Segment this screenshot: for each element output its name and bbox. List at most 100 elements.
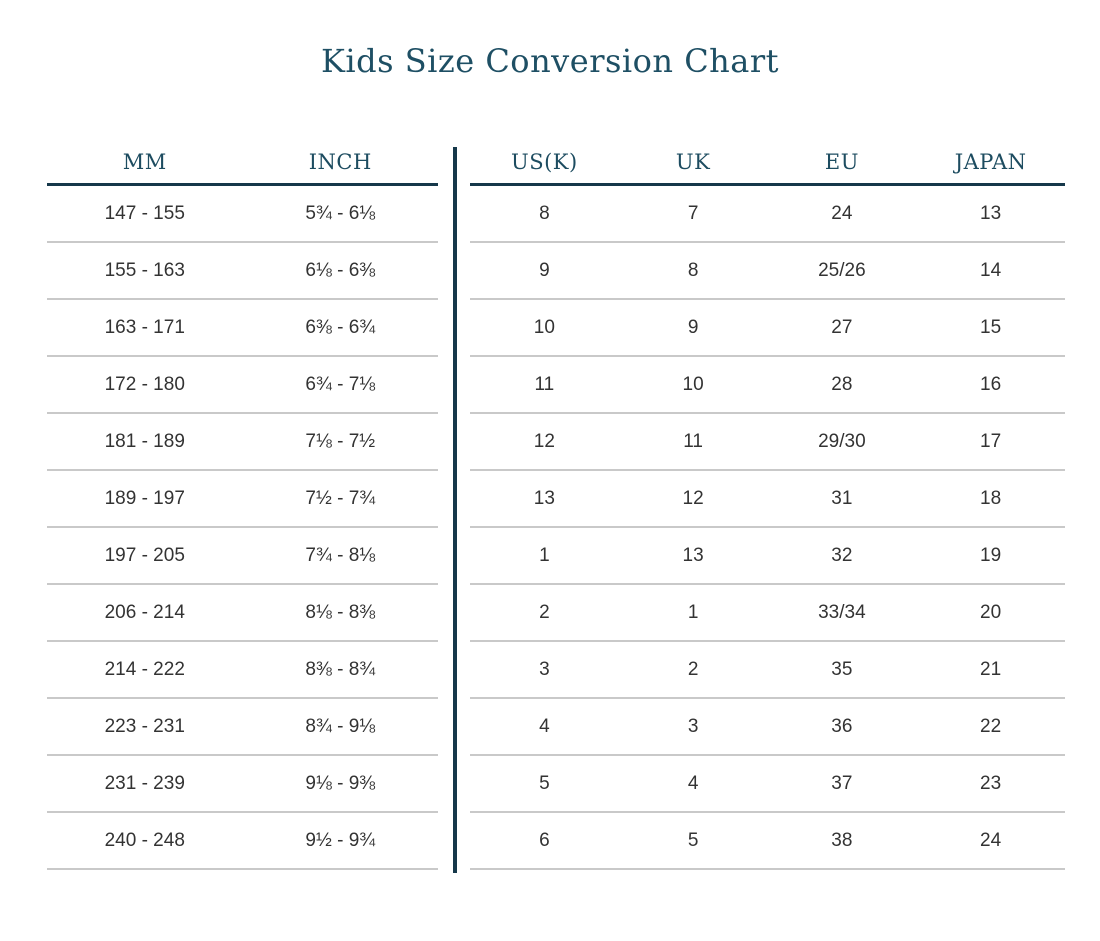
table-cell-japan: 14 — [980, 259, 1002, 281]
table-cell-eu: 31 — [831, 487, 853, 509]
table-cell-us-k: 13 — [533, 487, 555, 509]
table-cell-uk: 8 — [687, 259, 699, 281]
size-table-measurements: MM INCH 147 - 155 5¾ - 6⅛ 155 - 163 6⅛ - 6⅜ 1… — [47, 140, 438, 870]
table-cell-japan: 24 — [980, 829, 1002, 851]
table-cell-eu: 27 — [831, 316, 853, 338]
size-table-international-sizes: US(K) UK EU JAPAN 8 7 24 13 9 8 25/26 14 10 9 27 15 11 1… — [470, 140, 1065, 870]
table-row: 8 7 24 13 — [470, 186, 1065, 243]
table-cell-inch: 7⅛ - 7½ — [305, 430, 376, 452]
table-cell-uk: 10 — [682, 373, 704, 395]
table-cell-japan: 13 — [980, 202, 1002, 224]
table-cell-eu: 25/26 — [818, 259, 866, 281]
table-header-row: MM INCH — [47, 140, 438, 186]
table-header-row: US(K) UK EU JAPAN — [470, 140, 1065, 186]
table-cell-mm: 172 - 180 — [104, 373, 185, 395]
table-cell-inch: 6¾ - 7⅛ — [305, 373, 376, 395]
table-cell-us-k: 5 — [539, 772, 550, 794]
table-row: 11 10 28 16 — [470, 357, 1065, 414]
table-cell-japan: 22 — [980, 715, 1002, 737]
table-cell-inch: 5¾ - 6⅛ — [305, 202, 376, 224]
table-row: 6 5 38 24 — [470, 813, 1065, 870]
table-row: 10 9 27 15 — [470, 300, 1065, 357]
table-cell-mm: 189 - 197 — [104, 487, 185, 509]
table-cell-inch: 6⅛ - 6⅜ — [305, 259, 376, 281]
table-cell-mm: 231 - 239 — [104, 772, 185, 794]
table-cell-eu: 38 — [831, 829, 853, 851]
table-cell-inch: 8⅜ - 8¾ — [305, 658, 376, 680]
column-header-us-k: US(K) — [511, 149, 578, 174]
table-row: 13 12 31 18 — [470, 471, 1065, 528]
column-header-mm: MM — [122, 149, 167, 174]
table-cell-us-k: 8 — [539, 202, 550, 224]
table-row: 163 - 171 6⅜ - 6¾ — [47, 300, 438, 357]
table-cell-us-k: 4 — [539, 715, 550, 737]
table-cell-uk: 1 — [687, 601, 699, 623]
table-cell-mm: 147 - 155 — [104, 202, 185, 224]
table-cell-japan: 16 — [980, 373, 1002, 395]
table-row: 172 - 180 6¾ - 7⅛ — [47, 357, 438, 414]
table-cell-japan: 19 — [980, 544, 1002, 566]
table-cell-inch: 8¾ - 9⅛ — [305, 715, 376, 737]
table-cell-mm: 214 - 222 — [104, 658, 185, 680]
table-cell-inch: 7½ - 7¾ — [305, 487, 376, 509]
table-row: 9 8 25/26 14 — [470, 243, 1065, 300]
table-cell-eu: 29/30 — [818, 430, 866, 452]
table-row: 1 13 32 19 — [470, 528, 1065, 585]
table-cell-eu: 37 — [831, 772, 853, 794]
column-header-uk: UK — [675, 149, 711, 174]
table-cell-us-k: 6 — [539, 829, 550, 851]
table-row: 223 - 231 8¾ - 9⅛ — [47, 699, 438, 756]
table-row: 3 2 35 21 — [470, 642, 1065, 699]
table-cell-us-k: 3 — [539, 658, 550, 680]
table-cell-eu: 36 — [831, 715, 853, 737]
table-cell-uk: 3 — [687, 715, 699, 737]
column-header-inch: INCH — [308, 149, 372, 174]
table-cell-eu: 33/34 — [818, 601, 866, 623]
column-header-japan: JAPAN — [954, 149, 1027, 174]
table-cell-inch: 8⅛ - 8⅜ — [305, 601, 376, 623]
table-cell-mm: 197 - 205 — [104, 544, 185, 566]
table-cell-inch: 6⅜ - 6¾ — [305, 316, 376, 338]
table-cell-us-k: 2 — [539, 601, 550, 623]
table-cell-uk: 13 — [682, 544, 704, 566]
table-cell-eu: 24 — [831, 202, 853, 224]
table-cell-mm: 240 - 248 — [104, 829, 185, 851]
table-cell-japan: 20 — [980, 601, 1002, 623]
table-row: 12 11 29/30 17 — [470, 414, 1065, 471]
table-cell-us-k: 11 — [534, 373, 555, 395]
table-cell-uk: 11 — [683, 430, 703, 452]
table-cell-mm: 181 - 189 — [104, 430, 185, 452]
table-cell-japan: 15 — [980, 316, 1002, 338]
table-row: 2 1 33/34 20 — [470, 585, 1065, 642]
table-cell-mm: 206 - 214 — [104, 601, 185, 623]
table-row: 147 - 155 5¾ - 6⅛ — [47, 186, 438, 243]
table-cell-mm: 163 - 171 — [104, 316, 185, 338]
table-cell-japan: 17 — [980, 430, 1002, 452]
table-row: 189 - 197 7½ - 7¾ — [47, 471, 438, 528]
table-cell-japan: 23 — [980, 772, 1002, 794]
table-row: 231 - 239 9⅛ - 9⅜ — [47, 756, 438, 813]
table-cell-us-k: 9 — [539, 259, 550, 281]
table-row: 206 - 214 8⅛ - 8⅜ — [47, 585, 438, 642]
table-row: 197 - 205 7¾ - 8⅛ — [47, 528, 438, 585]
table-cell-mm: 155 - 163 — [104, 259, 185, 281]
table-cell-eu: 35 — [831, 658, 853, 680]
table-cell-eu: 32 — [831, 544, 853, 566]
table-cell-us-k: 12 — [533, 430, 555, 452]
page-title: Kids Size Conversion Chart — [320, 42, 780, 80]
column-header-eu: EU — [824, 149, 859, 174]
table-cell-eu: 28 — [831, 373, 853, 395]
table-row: 214 - 222 8⅜ - 8¾ — [47, 642, 438, 699]
table-cell-japan: 21 — [980, 658, 1002, 680]
table-cell-uk: 9 — [687, 316, 699, 338]
table-cell-us-k: 10 — [533, 316, 555, 338]
table-cell-uk: 7 — [687, 202, 699, 224]
table-row: 5 4 37 23 — [470, 756, 1065, 813]
table-cell-uk: 5 — [687, 829, 699, 851]
table-row: 181 - 189 7⅛ - 7½ — [47, 414, 438, 471]
table-row: 4 3 36 22 — [470, 699, 1065, 756]
table-cell-inch: 7¾ - 8⅛ — [305, 544, 376, 566]
table-cell-uk: 2 — [687, 658, 699, 680]
table-cell-inch: 9⅛ - 9⅜ — [305, 772, 376, 794]
table-cell-uk: 4 — [687, 772, 699, 794]
